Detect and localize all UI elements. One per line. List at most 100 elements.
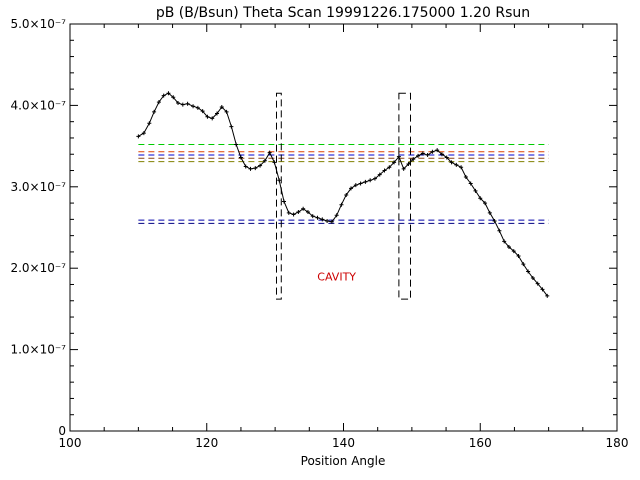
data-point	[430, 149, 435, 154]
data-point	[248, 166, 253, 171]
data-point	[368, 178, 373, 183]
data-point	[334, 213, 339, 218]
x-tick-label: 180	[606, 436, 629, 450]
data-point	[267, 150, 272, 155]
x-tick-label: 120	[195, 436, 218, 450]
data-point	[215, 111, 220, 116]
y-tick-label: 1.0×10⁻⁷	[10, 343, 66, 357]
data-point	[459, 165, 464, 170]
y-tick-label: 3.0×10⁻⁷	[10, 180, 66, 194]
data-point	[449, 160, 454, 165]
plot-frame	[69, 23, 618, 432]
data-point	[301, 206, 306, 211]
data-point	[305, 210, 310, 215]
data-point	[166, 91, 171, 96]
data-point	[258, 163, 263, 168]
data-point	[463, 175, 468, 180]
data-point	[224, 109, 229, 114]
y-tick-label: 5.0×10⁻⁷	[10, 17, 66, 31]
data-point	[416, 153, 421, 158]
data-point	[473, 188, 478, 193]
data-point	[526, 269, 531, 274]
data-point	[487, 210, 492, 215]
data-point	[387, 165, 392, 170]
data-point	[320, 217, 325, 222]
data-point	[191, 104, 196, 109]
data-point	[277, 178, 282, 183]
data-point	[152, 109, 157, 114]
data-point	[205, 114, 210, 119]
data-point	[210, 116, 215, 121]
data-point	[535, 281, 540, 286]
data-point	[185, 101, 190, 106]
data-point	[444, 155, 449, 160]
data-point	[180, 102, 185, 107]
data-point	[229, 124, 234, 129]
data-point	[262, 158, 267, 163]
data-point	[161, 93, 166, 98]
data-point	[420, 151, 425, 156]
data-point	[377, 172, 382, 177]
data-point	[497, 228, 502, 233]
reference-lines	[138, 143, 549, 224]
data-point	[353, 183, 358, 188]
data-point	[492, 218, 497, 223]
data-point	[406, 162, 411, 167]
data-point	[392, 160, 397, 165]
data-point	[349, 186, 354, 191]
data-point	[411, 157, 416, 162]
data-point	[372, 176, 377, 181]
data-point	[310, 214, 315, 219]
data-point	[296, 210, 301, 215]
data-point	[516, 253, 521, 258]
data-point	[238, 155, 243, 160]
data-point	[325, 218, 330, 223]
region-box	[398, 92, 412, 300]
y-tick-label: 0	[58, 424, 66, 438]
data-point	[176, 100, 181, 105]
series-line	[138, 92, 548, 297]
data-point	[435, 148, 440, 153]
data-point	[291, 212, 296, 217]
data-point	[382, 168, 387, 173]
data-point	[396, 154, 401, 159]
x-tick-label: 100	[59, 436, 82, 450]
x-tick-label: 140	[332, 436, 355, 450]
x-axis-title: Position Angle	[301, 454, 386, 468]
data-point	[200, 109, 205, 114]
data-point	[425, 153, 430, 158]
data-point	[401, 166, 406, 171]
data-point	[540, 287, 545, 292]
data-point	[358, 181, 363, 186]
data-point	[468, 181, 473, 186]
y-tick-label: 4.0×10⁻⁷	[10, 98, 66, 112]
axis-ticks: 100 120 140 160 180 0 1.0×10⁻⁷ 2.0×10⁻⁷ 3.0×10⁻⁷…	[10, 17, 628, 450]
data-point	[243, 164, 248, 169]
data-point	[147, 121, 152, 126]
data-point	[478, 196, 483, 201]
data-point	[171, 95, 176, 100]
data-point	[363, 179, 368, 184]
data-point	[329, 219, 334, 224]
data-point	[521, 262, 526, 267]
data-point	[253, 166, 258, 171]
data-point	[483, 201, 488, 206]
data-point	[339, 202, 344, 207]
data-point	[530, 275, 535, 280]
region-box	[275, 92, 282, 300]
data-point	[506, 245, 511, 250]
data-point	[136, 134, 141, 139]
data-point	[511, 249, 516, 254]
annotation-label: CAVITY	[317, 270, 356, 283]
x-tick-label: 160	[469, 436, 492, 450]
data-point	[234, 142, 239, 147]
data-point	[315, 215, 320, 220]
chart-title: pB (B/Bsun) Theta Scan 19991226.175000 1…	[156, 5, 530, 21]
data-point	[272, 160, 277, 165]
data-point	[286, 210, 291, 215]
data-point	[545, 293, 550, 298]
data-point	[439, 152, 444, 157]
annotations: CAVITY	[317, 270, 356, 283]
data-point	[219, 105, 224, 110]
